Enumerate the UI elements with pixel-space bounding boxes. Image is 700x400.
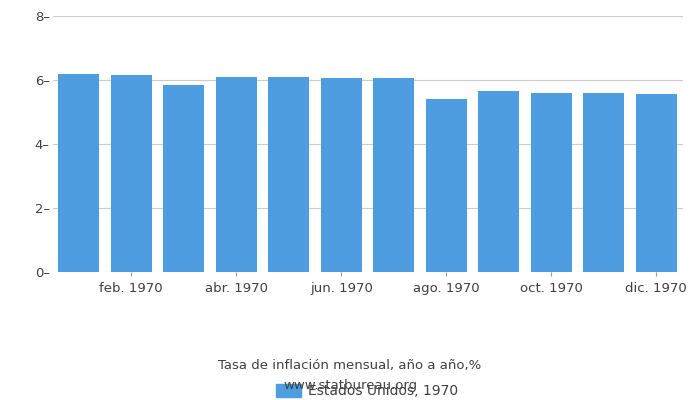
Bar <box>531 93 572 272</box>
Bar <box>373 78 414 272</box>
Bar <box>216 77 257 272</box>
Bar <box>426 99 467 272</box>
Legend: Estados Unidos, 1970: Estados Unidos, 1970 <box>276 384 458 398</box>
Text: Tasa de inflación mensual, año a año,%: Tasa de inflación mensual, año a año,% <box>218 360 482 372</box>
Bar <box>111 75 152 272</box>
Bar <box>321 78 362 272</box>
Bar <box>478 91 519 272</box>
Bar <box>163 85 204 272</box>
Text: www.statbureau.org: www.statbureau.org <box>283 380 417 392</box>
Bar <box>636 94 677 272</box>
Bar <box>583 93 624 272</box>
Bar <box>268 77 309 272</box>
Bar <box>58 74 99 272</box>
